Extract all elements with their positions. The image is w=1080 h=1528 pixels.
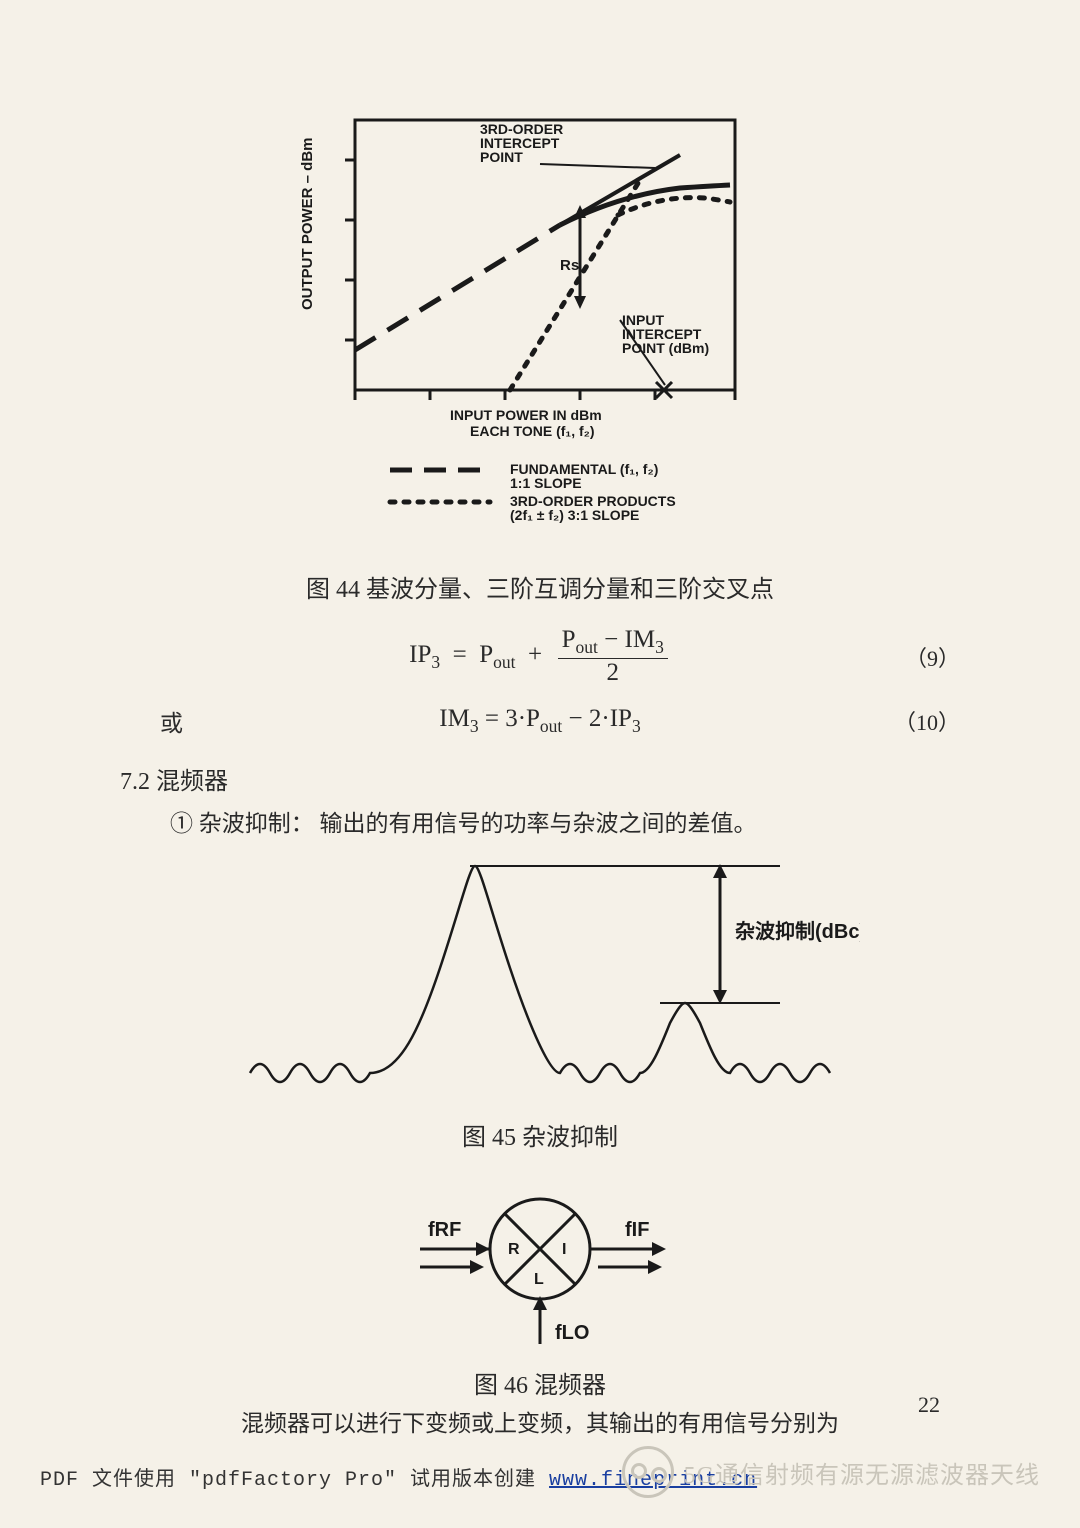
fig46-port-bottom: fLO bbox=[555, 1322, 589, 1344]
eq10-rhs-sub2: 3 bbox=[632, 716, 641, 736]
fig46-svg: R I L fRF fIF fLO bbox=[350, 1174, 730, 1354]
footer-prefix: PDF 文件使用 "pdfFactory Pro" 试用版本创建 bbox=[40, 1469, 549, 1492]
section-7-2-item1: ① 杂波抑制： 输出的有用信号的功率与杂波之间的差值。 bbox=[170, 804, 960, 838]
eq9-num2-sub: 3 bbox=[655, 637, 664, 657]
fig46-caption: 图 46 混频器 bbox=[120, 1365, 960, 1400]
fig46-label-R: R bbox=[508, 1241, 520, 1258]
eq9-den: 2 bbox=[558, 659, 668, 687]
fig45-arrow-label: 杂波抑制(dBc) bbox=[735, 919, 860, 943]
eq9-num1-sub: out bbox=[576, 637, 598, 657]
fig44-svg: OUTPUT POWER – dBm bbox=[260, 90, 820, 550]
fig44-xlabel-l2: EACH TONE (f₁, f₂) bbox=[470, 423, 595, 439]
watermark-text: 5G通信射频有源无源滤波器天线 bbox=[684, 1455, 1040, 1490]
fig44-ann-top-leader bbox=[540, 164, 655, 168]
fig45-svg: 杂波抑制(dBc) bbox=[220, 848, 860, 1108]
eq10-row: 或 IM3 = 3·Pout − 2·IP3 （10） bbox=[120, 705, 960, 737]
eq10-number: （10） bbox=[894, 705, 960, 737]
fig44-wrap: OUTPUT POWER – dBm bbox=[120, 90, 960, 604]
eq9-lhs-sub: 3 bbox=[431, 652, 440, 672]
eq10-lhs: IM bbox=[439, 705, 470, 732]
fig44-caption: 图 44 基波分量、三阶互调分量和三阶交叉点 bbox=[120, 569, 960, 604]
eq10-rhs-mid: − 2·IP bbox=[562, 705, 632, 732]
fig44-line-fundamental-dash bbox=[355, 225, 560, 350]
eq9-num2: IM bbox=[625, 626, 656, 653]
fig44-xlabel-l1: INPUT POWER IN dBm bbox=[450, 407, 602, 423]
fig44-frame bbox=[345, 120, 735, 400]
eq10-or: 或 bbox=[160, 704, 183, 738]
fig44-legend: FUNDAMENTAL (f₁, f₂) 1:1 SLOPE 3RD-ORDER… bbox=[390, 461, 676, 523]
eq10-rhs: = 3·P bbox=[479, 705, 540, 732]
eq9-row: IP3 = Pout + Pout − IM3 2 （9） bbox=[120, 626, 960, 687]
fig46-body-after: 混频器可以进行下变频或上变频，其输出的有用信号分别为 bbox=[120, 1404, 960, 1438]
fig44-legend-dash-l2: 1:1 SLOPE bbox=[510, 475, 582, 491]
fig46-port-right: fIF bbox=[625, 1219, 649, 1241]
eq9-lhs: IP bbox=[409, 641, 431, 668]
fig46-label-I: I bbox=[562, 1241, 566, 1258]
fig45-wrap: 杂波抑制(dBc) 图 45 杂波抑制 bbox=[120, 848, 960, 1152]
page-number: 22 bbox=[918, 1392, 940, 1418]
fig45-trace bbox=[250, 866, 830, 1082]
eq9: IP3 = Pout + Pout − IM3 2 bbox=[409, 626, 671, 687]
eq9-rhs1: P bbox=[479, 641, 493, 668]
eq10-lhs-sub: 3 bbox=[470, 716, 479, 736]
fig46-label-L: L bbox=[534, 1271, 544, 1288]
fig46-port-left: fRF bbox=[428, 1219, 461, 1241]
eq9-num-sign: − bbox=[598, 626, 625, 653]
eq9-rhs1-sub: out bbox=[493, 652, 515, 672]
wechat-icon bbox=[622, 1446, 674, 1498]
fig44-line-im3-sat bbox=[618, 198, 730, 215]
fig44-rs-label: Rs bbox=[560, 257, 579, 274]
page: OUTPUT POWER – dBm bbox=[0, 0, 1080, 1528]
section-7-2-heading: 7.2 混频器 bbox=[120, 761, 960, 796]
fig46-wrap: R I L fRF fIF fLO 图 46 混频器 混频器可以进行下变频或上变… bbox=[120, 1174, 960, 1438]
watermark: 5G通信射频有源无源滤波器天线 bbox=[622, 1446, 1040, 1498]
fig44-ylabel: OUTPUT POWER – dBm bbox=[299, 137, 316, 310]
fig44-ann-top-l3: POINT bbox=[480, 149, 523, 165]
eq9-num1: P bbox=[562, 626, 576, 653]
eq9-frac: Pout − IM3 2 bbox=[558, 626, 668, 687]
fig44-legend-dot-l2: (2f₁ ± f₂) 3:1 SLOPE bbox=[510, 507, 639, 523]
fig45-caption: 图 45 杂波抑制 bbox=[120, 1117, 960, 1152]
eq10-rhs-sub1: out bbox=[540, 716, 562, 736]
eq10: IM3 = 3·Pout − 2·IP3 bbox=[439, 705, 640, 737]
eq9-number: （9） bbox=[905, 641, 960, 673]
